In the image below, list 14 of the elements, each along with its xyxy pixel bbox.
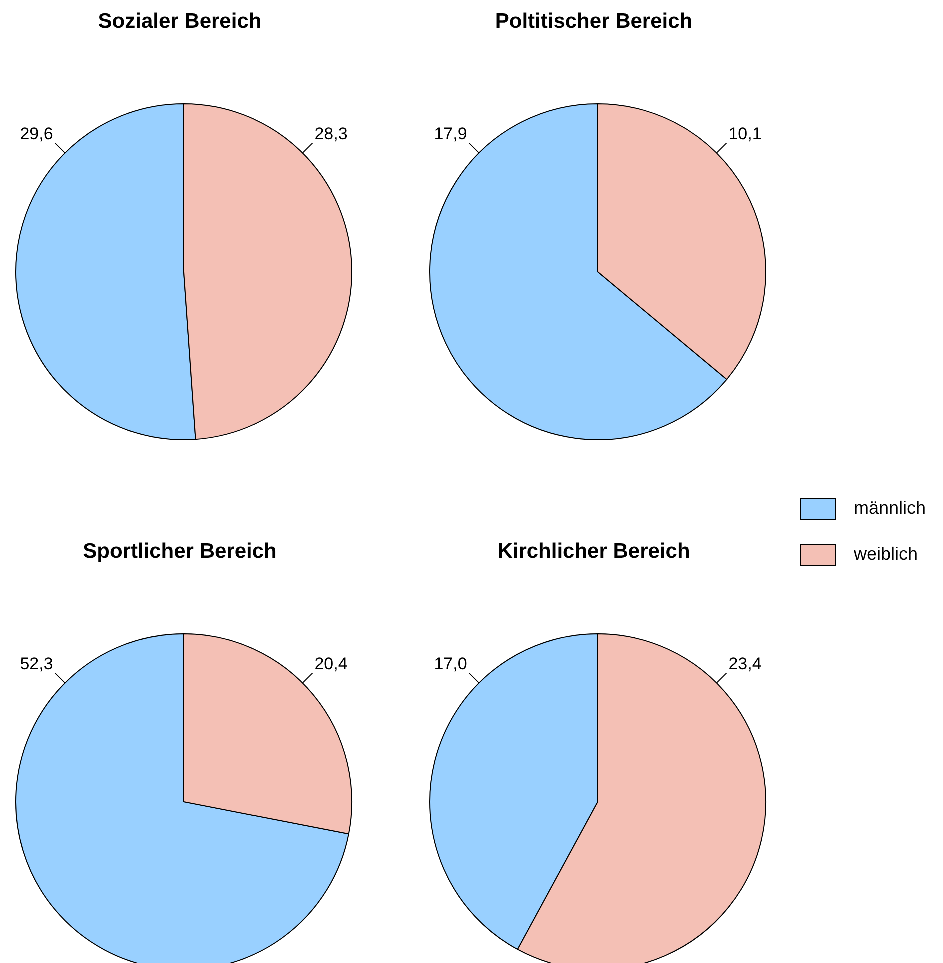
- chart-title: Sportlicher Bereich: [82, 540, 278, 564]
- data-label: 20,4: [314, 654, 348, 674]
- legend-label: weiblich: [854, 544, 918, 565]
- data-label: 28,3: [314, 124, 348, 144]
- data-label: 29,6: [20, 124, 54, 144]
- chart-title: Kirchlicher Bereich: [496, 540, 692, 564]
- chart-title: Poltitischer Bereich: [494, 10, 694, 34]
- data-label: 17,9: [434, 124, 468, 144]
- chart-title: Sozialer Bereich: [97, 10, 263, 34]
- data-label: 23,4: [728, 654, 762, 674]
- data-label: 10,1: [728, 124, 762, 144]
- legend-label: männlich: [854, 498, 926, 519]
- data-label: 52,3: [20, 654, 54, 674]
- data-label: 17,0: [434, 654, 468, 674]
